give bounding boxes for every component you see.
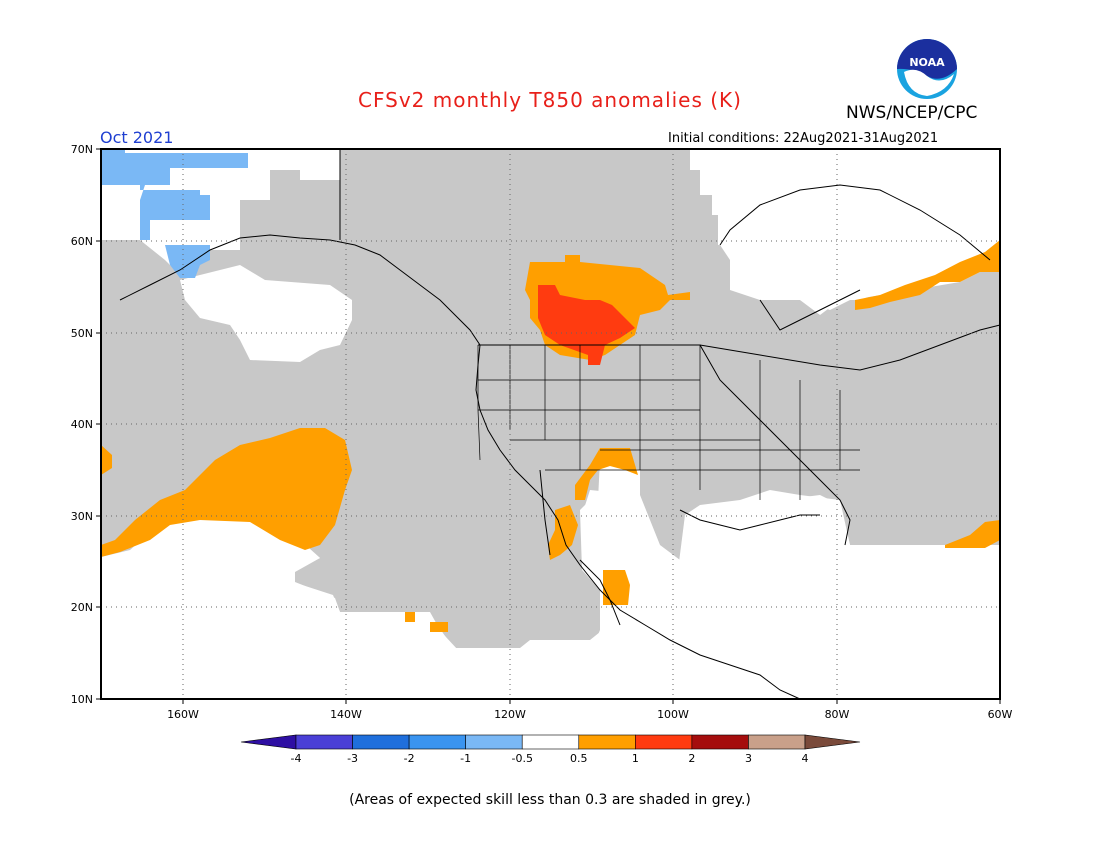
colorbar-swatch [465,734,523,750]
lat-label: 10N [71,693,93,706]
latitude-labels: 70N 60N 50N 40N 30N 20N 10N [71,143,93,706]
lat-label: 50N [71,327,93,340]
agency-label: NWS/NCEP/CPC [846,103,978,123]
lat-label: 60N [71,235,93,248]
noaa-logo-text: NOAA [909,56,945,69]
graticule [101,149,1000,699]
colorbar-tick-label: 4 [802,752,809,765]
colorbar-tick-label: -4 [291,752,302,765]
colorbar-tick-label: 1 [632,752,639,765]
longitude-labels: 160W 140W 120W 100W 80W 60W [167,708,1012,721]
colorbar-tick-label: -0.5 [511,752,532,765]
colorbar-swatch [521,734,580,750]
colorbar-swatch [295,734,353,750]
colorbar-end-high [804,734,861,750]
colorbar-tick-label: -3 [347,752,358,765]
colorbar-swatch [352,734,410,750]
chart-title: CFSv2 monthly T850 anomalies (K) [358,88,742,112]
noaa-logo-icon: NOAA [897,39,957,99]
colorbar-swatch [748,734,806,750]
colorbar-tick-label: -2 [404,752,415,765]
lon-label: 60W [988,708,1013,721]
lon-label: 100W [657,708,689,721]
neutral-white-regions [101,150,1000,699]
colorbar-swatch [635,734,693,750]
colorbar-tick-label: 3 [745,752,752,765]
colorbar-tick-label: 0.5 [570,752,588,765]
colorbar-swatch [691,734,749,750]
colorbar-tick-label: 2 [688,752,695,765]
colorbar-tick-label: -1 [460,752,471,765]
lat-label: 70N [71,143,93,156]
colorbar-end-low [240,734,297,750]
lon-label: 160W [167,708,199,721]
colorbar-swatch [578,734,636,750]
initial-conditions-label: Initial conditions: 22Aug2021-31Aug2021 [668,131,939,146]
colorbar: -4 -3 -2 -1 -0.5 0.5 1 2 3 4 [240,734,861,765]
valid-period-label: Oct 2021 [100,128,174,147]
footnote: (Areas of expected skill less than 0.3 a… [349,792,751,808]
lat-label: 40N [71,418,93,431]
lat-label: 20N [71,601,93,614]
political-borders [477,345,860,500]
lon-label: 120W [494,708,526,721]
axis-ticks [96,148,1001,704]
colorbar-swatch [408,734,466,750]
negative-anomaly-regions [101,150,248,278]
lon-label: 80W [825,708,850,721]
lat-label: 30N [71,510,93,523]
lon-label: 140W [330,708,362,721]
